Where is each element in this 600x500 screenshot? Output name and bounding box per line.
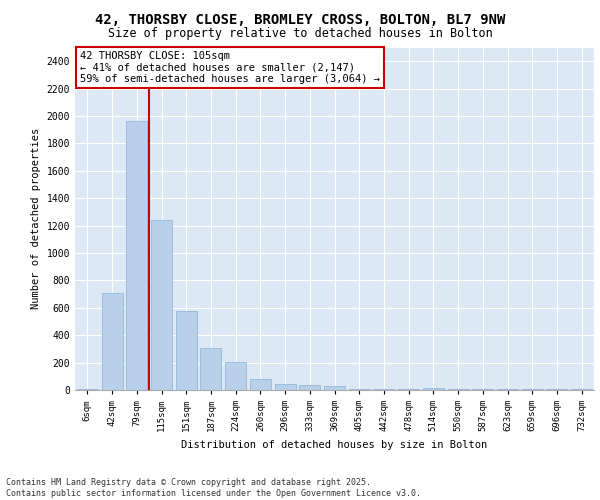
Text: 42, THORSBY CLOSE, BROMLEY CROSS, BOLTON, BL7 9NW: 42, THORSBY CLOSE, BROMLEY CROSS, BOLTON… [95, 12, 505, 26]
Bar [225, 362, 246, 390]
Bar [423, 388, 444, 390]
Text: Size of property relative to detached houses in Bolton: Size of property relative to detached ho… [107, 28, 493, 40]
Bar [200, 348, 221, 390]
Bar [250, 379, 271, 390]
Bar [77, 388, 98, 390]
Text: 42 THORSBY CLOSE: 105sqm
← 41% of detached houses are smaller (2,147)
59% of sem: 42 THORSBY CLOSE: 105sqm ← 41% of detach… [80, 51, 380, 84]
Bar [299, 385, 320, 390]
Bar [151, 220, 172, 390]
Text: Contains HM Land Registry data © Crown copyright and database right 2025.
Contai: Contains HM Land Registry data © Crown c… [6, 478, 421, 498]
Bar [176, 310, 197, 390]
X-axis label: Distribution of detached houses by size in Bolton: Distribution of detached houses by size … [181, 440, 488, 450]
Bar [101, 292, 122, 390]
Bar [126, 122, 147, 390]
Y-axis label: Number of detached properties: Number of detached properties [31, 128, 41, 310]
Bar [324, 386, 345, 390]
Bar [275, 384, 296, 390]
